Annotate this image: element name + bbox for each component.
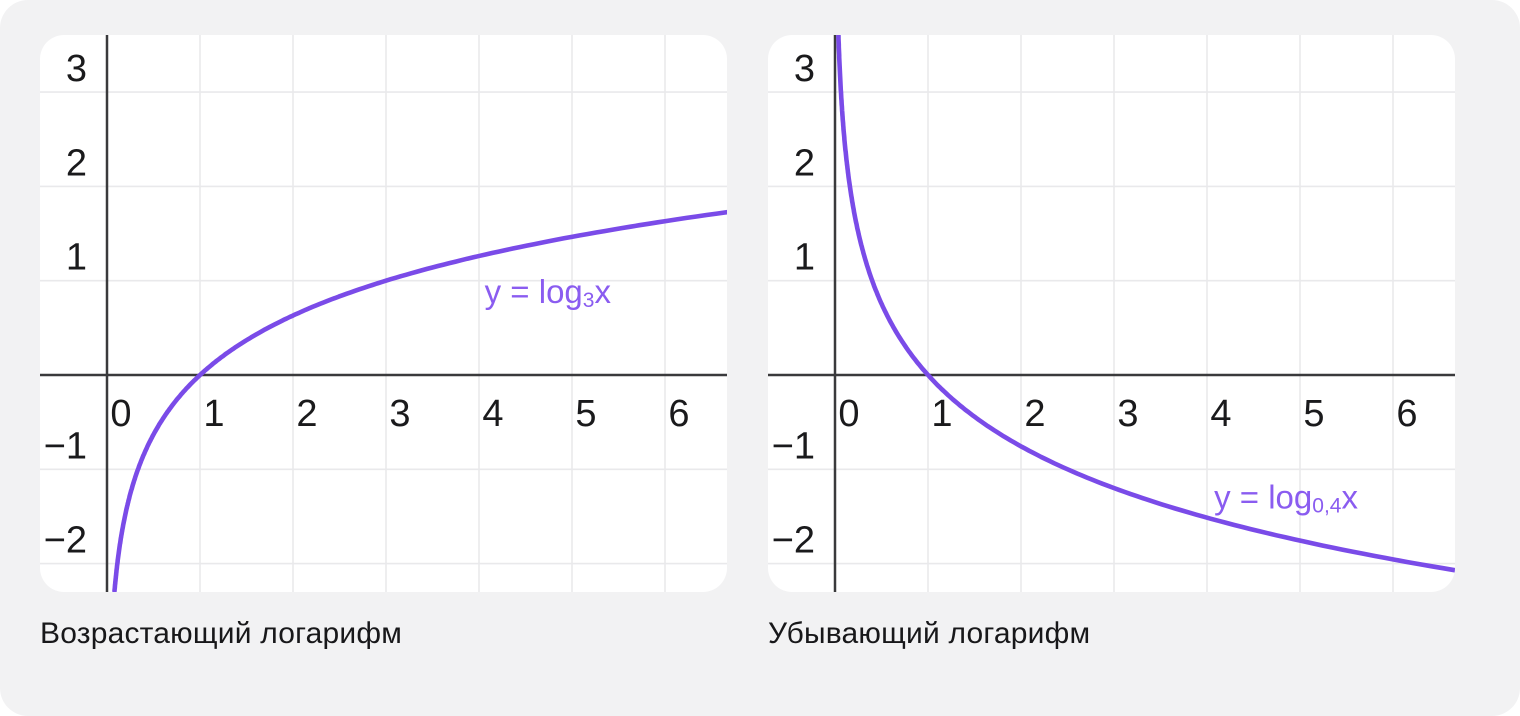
x-tick-label: 1 xyxy=(203,393,224,435)
chart-card-increasing-log: 0 1 2 3 4 5 6 3 2 1 −1 −2 y = log3x xyxy=(40,35,727,592)
y-tick-label: 3 xyxy=(66,48,87,90)
x-tick-label: 1 xyxy=(931,393,952,435)
chart-card-decreasing-log: 0 1 2 3 4 5 6 3 2 1 −1 −2 y = log0,4x xyxy=(768,35,1455,592)
x-tick-label: 5 xyxy=(1303,393,1324,435)
x-tick-label: 2 xyxy=(296,393,317,435)
y-tick-label: 1 xyxy=(794,237,815,279)
x-tick-label: 3 xyxy=(389,393,410,435)
x-tick-label: 2 xyxy=(1024,393,1045,435)
curve-equation-label: y = log3x xyxy=(485,273,612,312)
decreasing-log-plot: 0 1 2 3 4 5 6 3 2 1 −1 −2 y = log0,4x xyxy=(768,35,1455,592)
y-tick-label: 1 xyxy=(66,237,87,279)
y-tick-label: −1 xyxy=(44,425,87,467)
increasing-log-plot: 0 1 2 3 4 5 6 3 2 1 −1 −2 y = log3x xyxy=(40,35,727,592)
curve-equation-label: y = log0,4x xyxy=(1214,478,1358,517)
x-tick-label: 3 xyxy=(1117,393,1138,435)
x-tick-label: 6 xyxy=(1396,393,1417,435)
caption-decreasing-log: Убывающий логарифм xyxy=(768,617,1091,650)
x-tick-label: 5 xyxy=(575,393,596,435)
y-tick-label: 2 xyxy=(66,142,87,184)
x-tick-label: 4 xyxy=(1210,393,1231,435)
y-tick-label: −1 xyxy=(772,425,815,467)
x-tick-label: 4 xyxy=(482,393,503,435)
y-tick-label: 2 xyxy=(794,142,815,184)
x-tick-label: 0 xyxy=(838,393,859,435)
y-tick-label: −2 xyxy=(772,520,815,562)
y-tick-label: 3 xyxy=(794,48,815,90)
caption-increasing-log: Возрастающий логарифм xyxy=(40,617,403,650)
y-tick-label: −2 xyxy=(44,520,87,562)
log-curve xyxy=(112,209,727,592)
log-curve xyxy=(836,35,1455,573)
x-tick-label: 6 xyxy=(668,393,689,435)
x-tick-label: 0 xyxy=(110,393,131,435)
